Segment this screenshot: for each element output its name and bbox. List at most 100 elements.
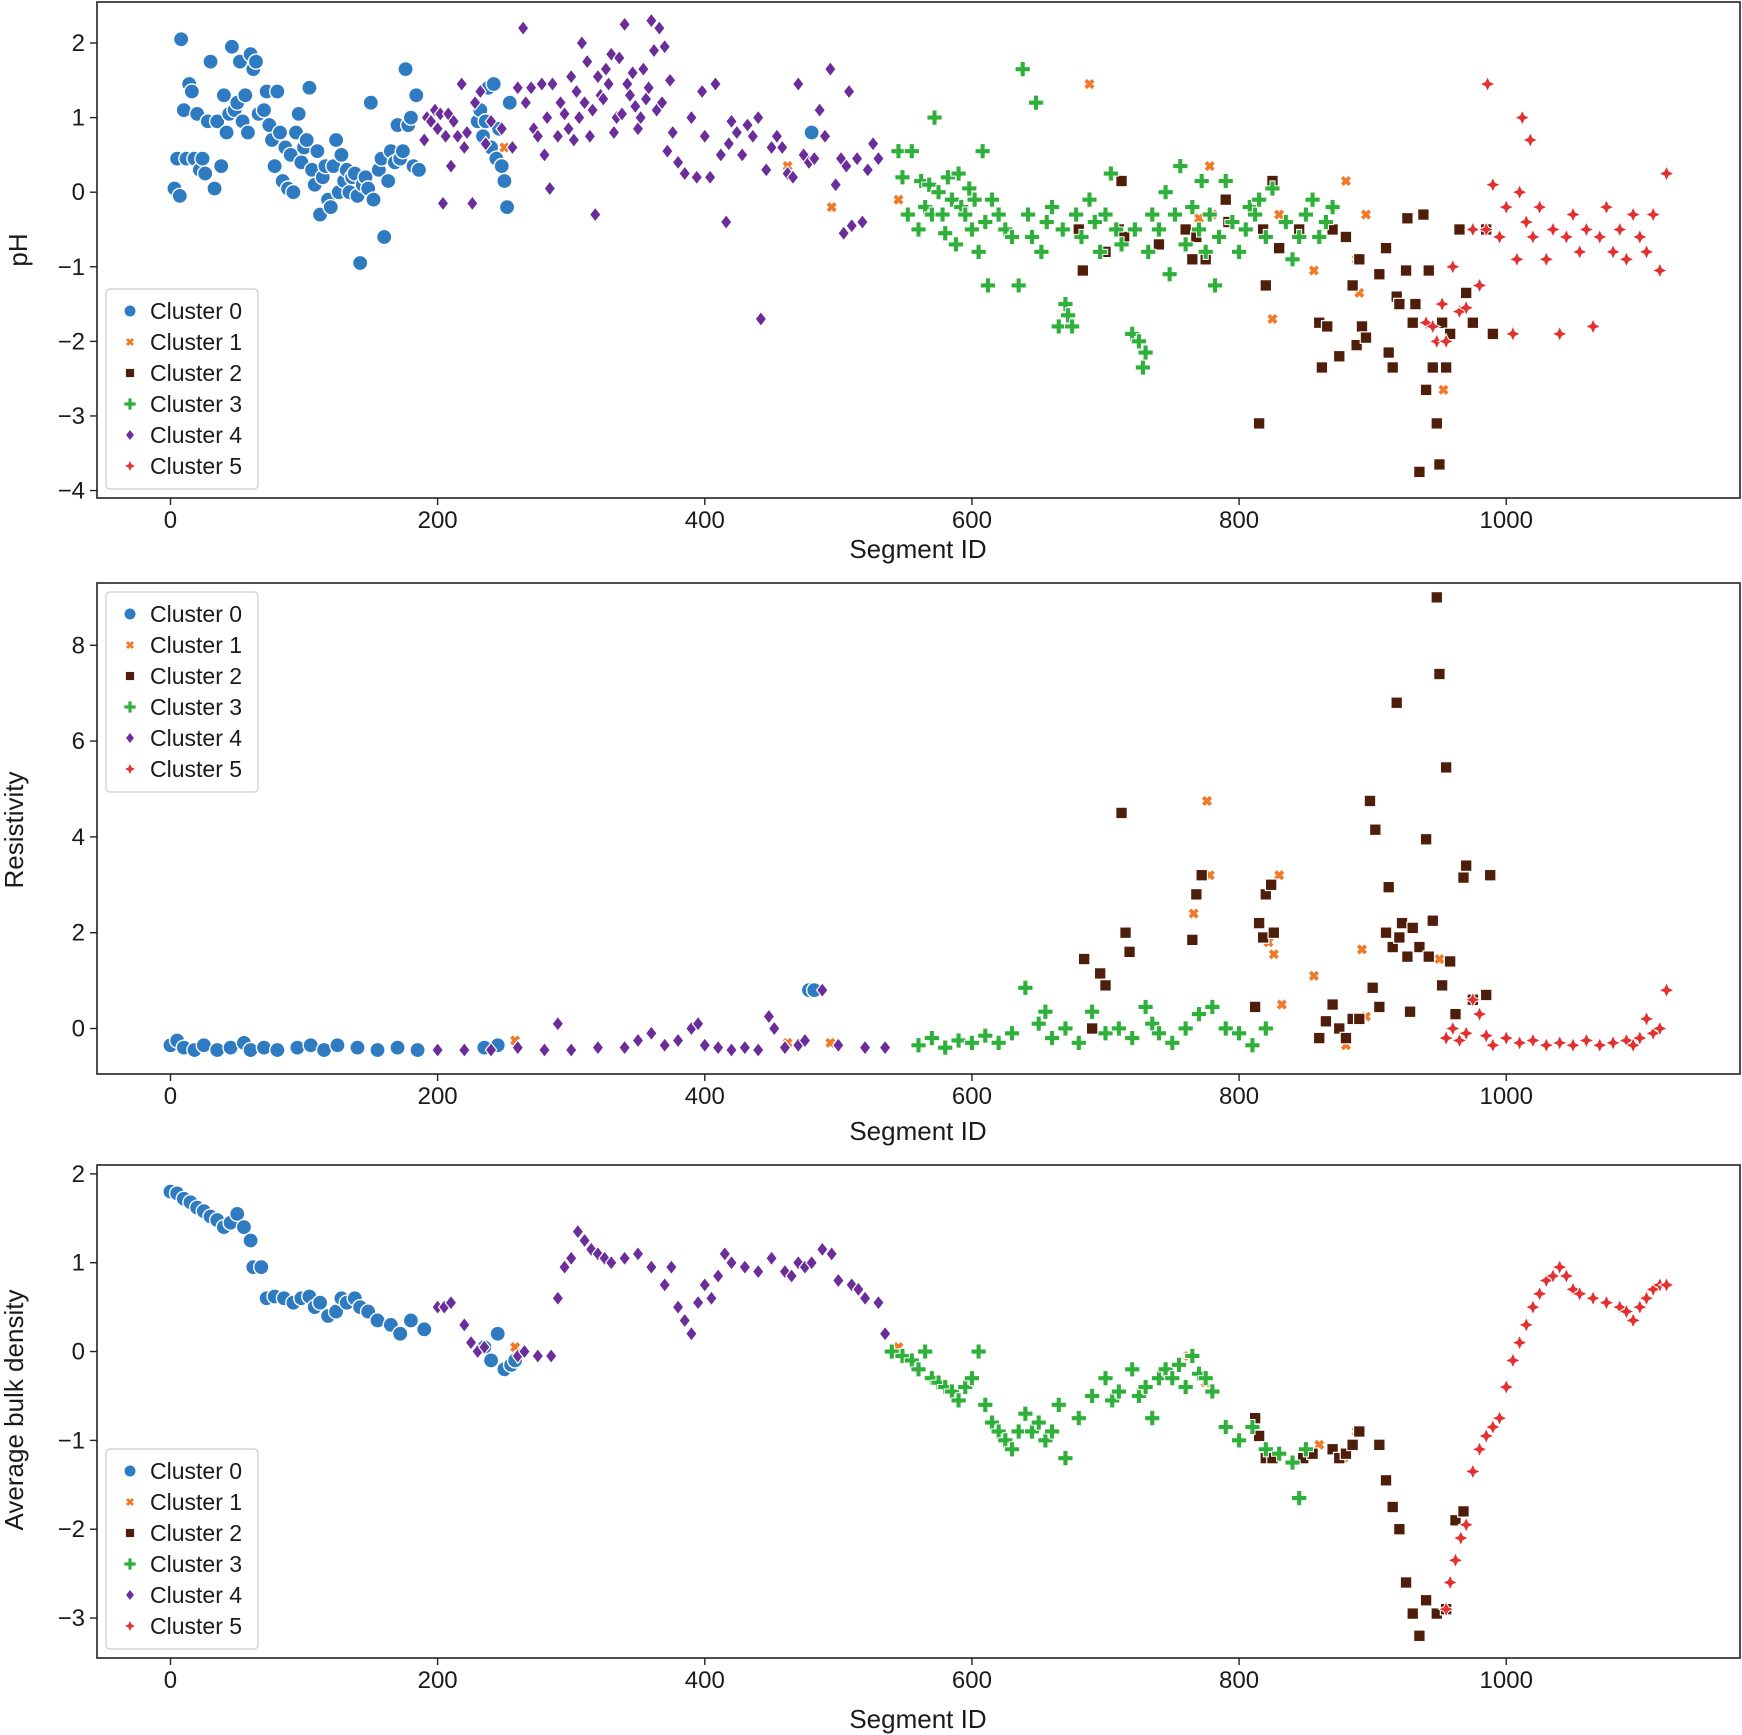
data-point — [1110, 1383, 1127, 1400]
data-point — [1070, 1410, 1087, 1427]
data-point — [1466, 316, 1480, 330]
data-point — [1477, 1427, 1495, 1445]
data-point — [1422, 950, 1436, 963]
data-point — [778, 1039, 792, 1056]
data-point — [1521, 131, 1540, 149]
data-point — [1631, 1029, 1649, 1047]
data-point — [1379, 241, 1393, 255]
data-point — [1590, 1036, 1609, 1055]
data-point — [402, 1312, 420, 1329]
data-point — [850, 150, 864, 167]
legend: Cluster 0 Cluster 1 Cluster 2 Cluster 3 Clus… — [105, 591, 259, 793]
data-point — [206, 180, 223, 197]
data-point — [208, 1041, 226, 1059]
data-point — [1064, 318, 1081, 335]
data-point — [1479, 988, 1493, 1002]
legend-label: Cluster 3 — [150, 391, 242, 417]
data-point — [1577, 220, 1596, 239]
data-point — [1113, 236, 1130, 253]
points-layer — [166, 12, 1676, 479]
data-point — [1457, 871, 1470, 884]
data-point — [402, 109, 420, 126]
x-tick-label: 800 — [1219, 507, 1259, 534]
data-point — [578, 1232, 592, 1249]
data-point — [1497, 1378, 1516, 1396]
data-point — [1057, 1450, 1074, 1467]
data-point — [1206, 277, 1224, 294]
data-point — [1124, 1029, 1141, 1047]
legend-marker — [124, 367, 136, 379]
data-point — [468, 94, 482, 112]
data-point — [417, 131, 431, 149]
data-point — [544, 1347, 558, 1365]
data-point — [1470, 276, 1489, 295]
data-point — [1170, 1356, 1188, 1373]
data-point — [171, 187, 189, 205]
x-tick-label: 200 — [418, 507, 458, 534]
plot-frame — [96, 1, 1741, 499]
data-point — [751, 1041, 765, 1059]
data-point — [271, 124, 289, 141]
legend-box — [105, 591, 259, 793]
data-point — [858, 1039, 872, 1056]
legend: Cluster 0 Cluster 1 Cluster 2 Cluster 3 Clus… — [105, 288, 259, 490]
data-point — [551, 1289, 565, 1307]
data-point — [1530, 1285, 1549, 1303]
data-point — [829, 176, 843, 194]
data-point — [1401, 211, 1414, 225]
legend-label: Cluster 1 — [150, 329, 242, 355]
x-tick-label: 400 — [685, 1083, 725, 1110]
data-point — [1023, 228, 1041, 246]
data-point — [634, 109, 648, 126]
data-point — [1193, 172, 1210, 190]
legend-marker — [122, 458, 138, 474]
data-point — [1413, 940, 1426, 954]
data-point — [1197, 243, 1214, 260]
series-cluster-5 — [1417, 75, 1676, 351]
data-point — [1470, 1005, 1489, 1023]
data-point — [1637, 1289, 1656, 1308]
data-point — [983, 191, 1001, 208]
data-point — [963, 1370, 981, 1387]
data-point — [1093, 967, 1107, 980]
data-point — [218, 124, 235, 141]
data-point — [977, 1396, 994, 1413]
data-point — [1449, 1007, 1462, 1021]
data-point — [473, 83, 487, 100]
x-tick-label: 600 — [952, 507, 992, 534]
data-point — [397, 60, 414, 78]
x-tick-label: 0 — [164, 1083, 177, 1110]
data-point — [1137, 344, 1154, 361]
data-point — [1097, 206, 1114, 223]
legend-marker — [124, 1496, 136, 1508]
y-axis: −4 −3 −2 −1 0 1 2 — [58, 30, 97, 505]
legend-marker — [123, 304, 137, 318]
data-point — [516, 19, 530, 37]
series-cluster-4 — [431, 981, 892, 1059]
data-point — [1657, 981, 1676, 999]
data-point — [242, 1232, 259, 1249]
data-point — [730, 124, 744, 141]
data-point — [803, 124, 820, 141]
legend-label: Cluster 0 — [150, 298, 242, 324]
y-tick-label: 0 — [72, 1015, 85, 1042]
x-tick-label: 400 — [685, 507, 725, 534]
data-point — [1312, 1031, 1326, 1045]
x-tick-label: 1000 — [1480, 1083, 1533, 1110]
data-point — [1150, 221, 1168, 238]
data-point — [1038, 213, 1055, 231]
legend-label: Cluster 3 — [150, 694, 242, 720]
data-point — [1426, 361, 1440, 374]
data-point — [511, 1039, 525, 1056]
data-point — [1030, 1015, 1047, 1032]
data-point — [602, 75, 616, 93]
data-point — [1224, 213, 1241, 231]
data-point — [575, 34, 589, 52]
data-point — [1185, 933, 1199, 947]
data-point — [591, 1039, 605, 1056]
data-point — [365, 191, 382, 208]
data-point — [1259, 279, 1273, 292]
data-point — [1267, 947, 1281, 961]
data-point — [1457, 1515, 1475, 1534]
data-point — [1517, 213, 1536, 231]
